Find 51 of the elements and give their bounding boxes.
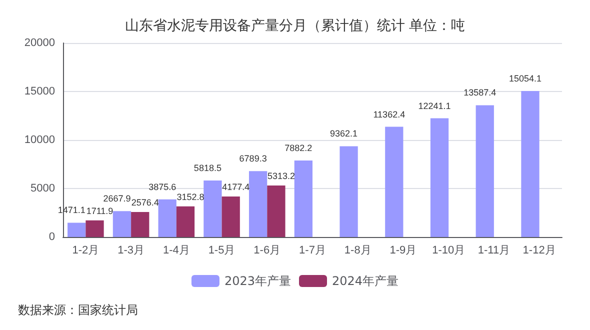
bar (131, 212, 150, 237)
x-tick-label: 1-5月 (208, 244, 236, 256)
bar (112, 211, 132, 237)
data-label: 12241.1 (418, 100, 451, 111)
source-note: 数据来源：国家统计局 (18, 303, 138, 317)
bar (267, 185, 286, 237)
x-tick-label: 1-3月 (118, 244, 144, 256)
bar (68, 222, 86, 237)
bar (158, 199, 176, 237)
y-tick-label: 10000 (24, 134, 55, 146)
bar (204, 180, 222, 237)
bar (521, 90, 540, 237)
data-label: 4177.4 (222, 182, 250, 192)
data-label: 6789.3 (239, 154, 267, 164)
data-label: 3875.6 (148, 182, 176, 192)
y-tick-label: 0 (48, 231, 55, 243)
data-label: 1711.9 (86, 206, 114, 216)
data-label: 5818.5 (194, 163, 222, 174)
y-tick-label: 20000 (24, 37, 55, 49)
x-tick-label: 1-8月 (344, 244, 372, 256)
x-tick-label: 1-4月 (162, 244, 190, 256)
data-label: 11362.4 (373, 109, 406, 120)
bar (222, 196, 240, 237)
bar (340, 146, 358, 237)
data-label: 5313.2 (267, 170, 295, 181)
x-tick-label: 1-10月 (432, 244, 466, 256)
bar (248, 171, 268, 237)
data-label: 3152.8 (176, 192, 204, 202)
bar (385, 126, 404, 237)
data-label: 7882.2 (284, 143, 312, 154)
data-label: 2667.9 (103, 194, 131, 204)
bar (430, 118, 449, 237)
legend-label: 2024年产量 (332, 274, 399, 288)
x-tick-label: 1-12月 (522, 244, 556, 256)
chart-title: 山东省水泥专用设备产量分月（累计值）统计 单位：吨 (124, 18, 466, 34)
x-tick-label: 1-9月 (390, 244, 417, 256)
x-tick-label: 1-2月 (72, 244, 100, 256)
bar (176, 206, 195, 237)
bar (476, 105, 494, 237)
data-label: 9362.1 (330, 128, 358, 139)
legend-label: 2023年产量 (224, 274, 292, 288)
bar (86, 220, 104, 237)
data-label: 15054.1 (508, 73, 542, 84)
y-tick-label: 5000 (30, 182, 55, 194)
x-tick-label: 1-7月 (299, 244, 326, 256)
x-tick-label: 1-6月 (254, 244, 281, 256)
x-tick-label: 1-11月 (478, 244, 510, 256)
data-label: 2576.4 (131, 198, 159, 208)
data-label: 13587.4 (464, 88, 496, 98)
y-tick-label: 15000 (24, 86, 55, 98)
bar (294, 160, 312, 237)
